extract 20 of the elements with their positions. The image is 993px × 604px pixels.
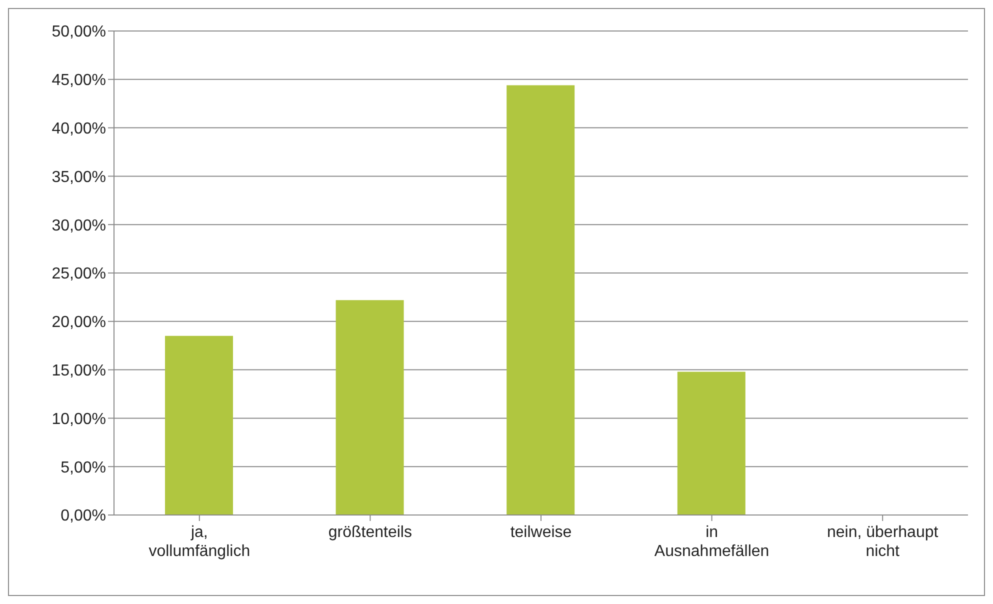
y-tick-label: 10,00% [52, 410, 106, 428]
y-tick-label: 0,00% [60, 508, 106, 525]
bar [165, 336, 233, 515]
y-tick-label: 15,00% [52, 362, 106, 380]
y-tick-label: 50,00% [52, 24, 106, 41]
y-tick-label: 5,00% [60, 459, 106, 476]
bar [336, 300, 404, 515]
y-tick-label: 20,00% [52, 314, 106, 332]
y-tick-label: 35,00% [52, 168, 106, 186]
y-tick-label: 30,00% [52, 217, 106, 234]
bar [677, 372, 746, 515]
x-tick-label: ja, vollumfänglich [148, 524, 250, 560]
x-tick-label: nein, überhaupt nicht [827, 524, 939, 560]
y-tick-label: 45,00% [52, 72, 106, 90]
y-tick-label: 25,00% [52, 266, 106, 283]
x-tick-label: größtenteils [328, 524, 412, 541]
y-tick-label: 40,00% [52, 120, 106, 138]
x-tick-label: teilweise [510, 524, 572, 541]
bar [506, 85, 575, 515]
x-tick-label: in Ausnahmefällen [654, 524, 770, 560]
